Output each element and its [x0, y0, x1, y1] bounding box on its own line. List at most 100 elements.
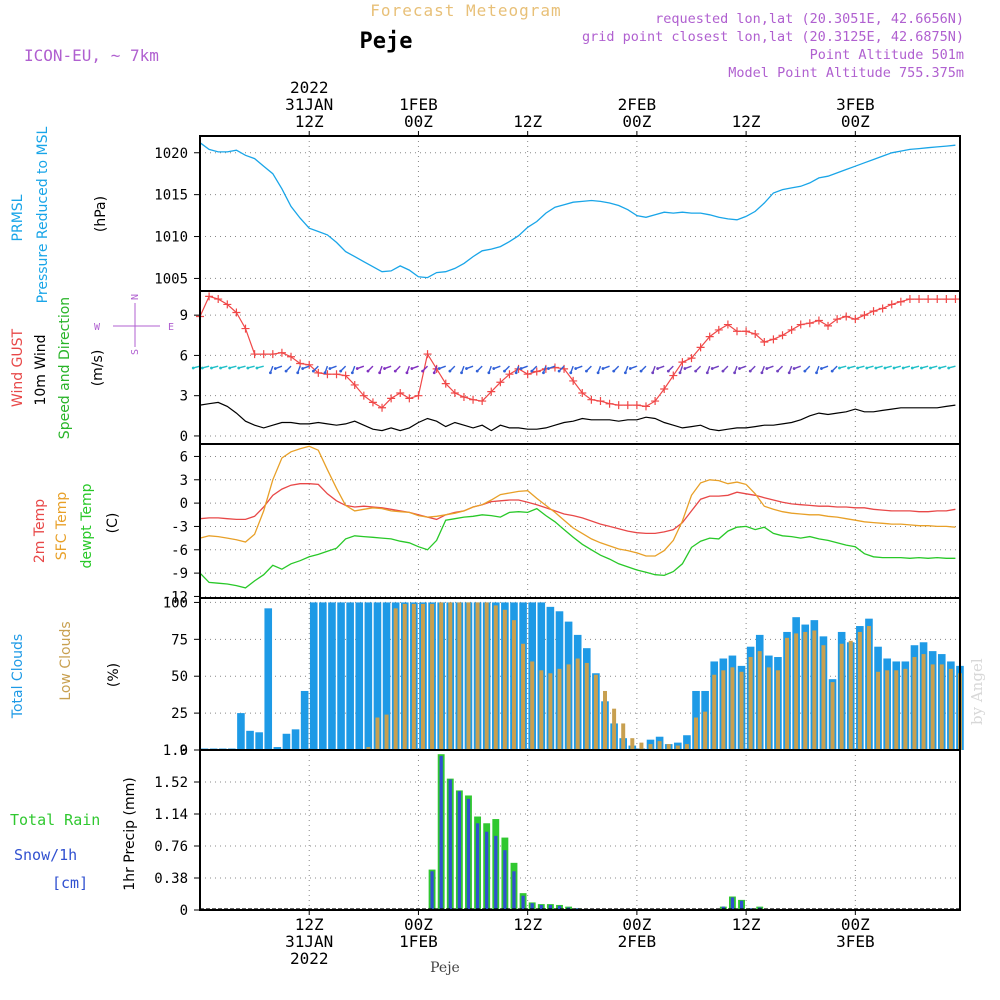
low-cloud-bar	[766, 667, 771, 750]
low-clouds-label: Low Clouds	[58, 621, 74, 700]
low-cloud-bar	[493, 605, 498, 750]
low-cloud-bar	[794, 633, 799, 750]
y-tick-label: 1.52	[154, 775, 188, 791]
bottom-time-label: 00Z	[622, 915, 651, 934]
wind-arrow-head	[820, 367, 823, 370]
gust-marker	[824, 321, 833, 330]
wind-arrow-head	[421, 369, 424, 373]
gust-marker	[569, 376, 578, 385]
gust-marker	[523, 370, 532, 379]
gust-marker	[778, 331, 787, 340]
panel-clouds: 0 25 50 75 100	[163, 595, 964, 759]
wind-arrow-head	[694, 369, 698, 373]
wind-arrow-head	[612, 369, 616, 373]
wind-arrow-head	[815, 371, 818, 375]
precip-panel-labels: Total Rain Snow/1h [cm] 1hr Precip (mm)	[10, 777, 138, 892]
gust-marker	[250, 350, 259, 359]
gust-marker	[259, 350, 268, 359]
wind-arrow-head	[874, 366, 878, 370]
wind-arrow-head	[200, 366, 204, 370]
gust-marker	[241, 324, 250, 333]
gust-marker	[869, 307, 878, 316]
gust-marker	[660, 384, 669, 393]
low-cloud-bar	[621, 723, 626, 750]
gust-marker	[924, 295, 933, 304]
snow-bar	[539, 904, 543, 910]
gust-marker	[796, 320, 805, 329]
low-cloud-bar	[675, 745, 680, 750]
gust-marker	[450, 389, 459, 397]
top-time-label: 12Z	[295, 112, 324, 131]
y-tick-label: 0	[180, 496, 188, 512]
y-tick-label: -3	[171, 519, 188, 535]
bottom-time-label: 12Z	[513, 915, 542, 934]
wind-arrow-head	[738, 367, 741, 370]
wind-arrow-head	[410, 367, 414, 370]
bottom-time-label: 00Z	[404, 915, 433, 934]
bottom-time-label: 1FEB	[399, 932, 438, 951]
bottom-time-label: 31JAN	[285, 932, 333, 951]
low-cloud-bar	[739, 671, 744, 750]
wind-arrow-head	[929, 366, 932, 370]
gust-marker	[378, 403, 387, 412]
y-tick-label: -9	[171, 566, 188, 582]
wind-unit: (m/s)	[90, 350, 106, 387]
low-cloud-bar	[848, 640, 853, 750]
wind-arrow-head	[437, 367, 441, 370]
low-cloud-bar	[593, 674, 598, 750]
wind-arrow-head	[432, 371, 436, 375]
gust-marker	[942, 295, 951, 304]
bottom-time-label: 12Z	[732, 915, 761, 934]
gust-marker	[751, 329, 760, 338]
y-tick-label: 1015	[154, 188, 188, 204]
low-cloud-bar	[666, 744, 671, 750]
low-cloud-bar	[448, 602, 453, 750]
wind-arrow-head	[651, 371, 655, 375]
y-tick-label: 1.9	[163, 743, 188, 759]
gust-marker	[405, 394, 414, 403]
gust-marker	[587, 395, 596, 404]
y-tick-label: 1005	[154, 271, 188, 287]
wind-compass: W E N S	[94, 294, 174, 355]
total-cloud-bar	[373, 602, 382, 750]
snow-bar	[530, 903, 534, 910]
gust-marker	[578, 389, 587, 397]
panel-wind: 0 3 6 9	[180, 290, 961, 445]
gust-marker	[277, 348, 286, 357]
top-time-label: 31JAN	[285, 95, 333, 114]
gust-marker	[332, 370, 341, 379]
wind-arrow-head	[273, 367, 277, 370]
total-cloud-bar	[255, 732, 263, 750]
wind-arrow-head	[947, 366, 951, 370]
total-cloud-bar	[291, 729, 300, 750]
low-cloud-bar	[430, 603, 435, 750]
top-time-label: 3FEB	[836, 95, 875, 114]
gust-marker	[687, 354, 696, 363]
wind-arrow-head	[323, 371, 327, 375]
wind-arrow-head	[919, 366, 923, 370]
y-tick-label: 1.14	[154, 807, 188, 823]
y-tick-label: 75	[171, 632, 188, 648]
low-cloud-bar	[830, 682, 835, 750]
gust-marker	[223, 300, 232, 309]
footer-location: Peje	[430, 960, 460, 976]
y-tick-label: 9	[180, 308, 188, 324]
low-cloud-bar	[939, 664, 944, 750]
model-altitude: Model Point Altitude 755.375m	[728, 65, 964, 81]
low-cloud-bar	[511, 620, 516, 750]
wind-arrow-head	[301, 367, 305, 370]
wind-arrow-head	[910, 366, 914, 370]
wind-arrow-head	[760, 371, 764, 375]
snow-bar	[557, 905, 562, 910]
wind-arrow-head	[269, 371, 272, 375]
y-tick-label: 0	[180, 429, 188, 445]
gust-marker	[387, 394, 396, 403]
wind-arrow-head	[465, 367, 468, 370]
gust-marker	[232, 308, 241, 317]
gust-marker	[742, 327, 751, 336]
low-cloud-bar	[402, 603, 407, 750]
watermark: by Angel	[968, 658, 986, 725]
y-tick-label: 0	[180, 903, 188, 919]
low-cloud-bar	[393, 608, 398, 750]
wind-arrow-head	[448, 369, 452, 373]
